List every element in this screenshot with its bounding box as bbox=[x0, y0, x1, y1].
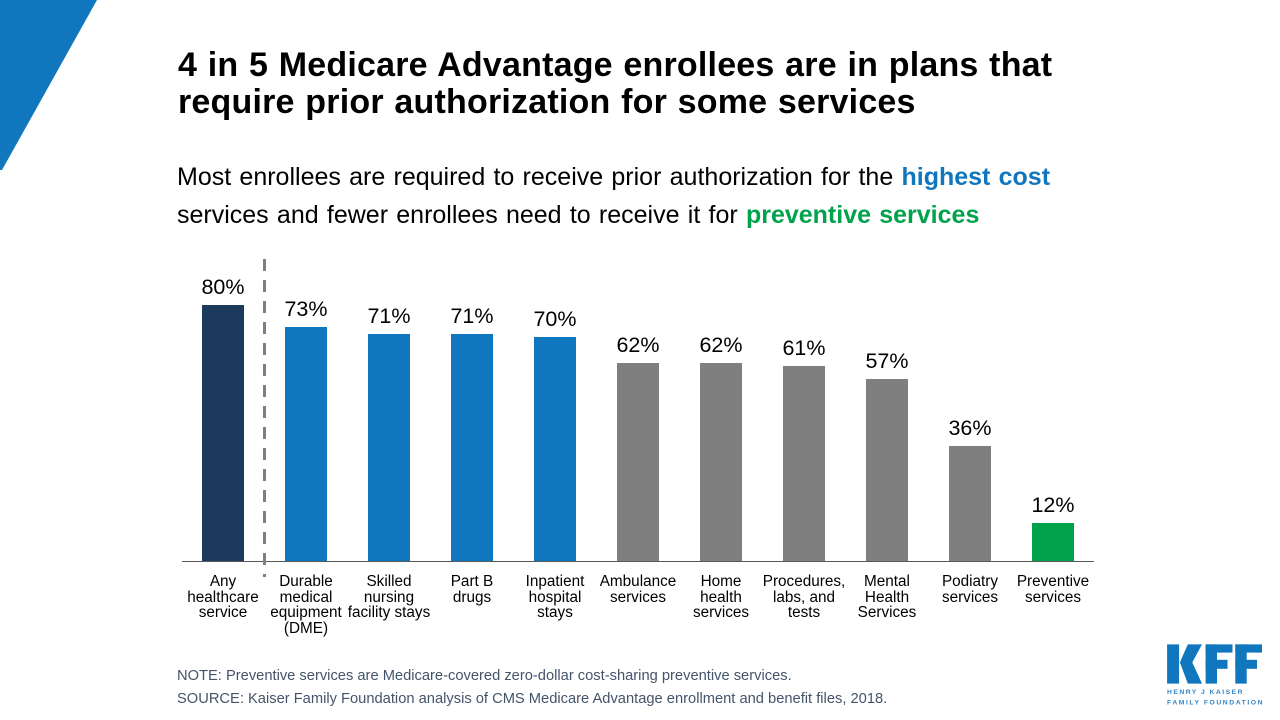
svg-text:HENRY J KAISER: HENRY J KAISER bbox=[1167, 689, 1243, 696]
svg-text:FAMILY FOUNDATION: FAMILY FOUNDATION bbox=[1167, 700, 1263, 707]
